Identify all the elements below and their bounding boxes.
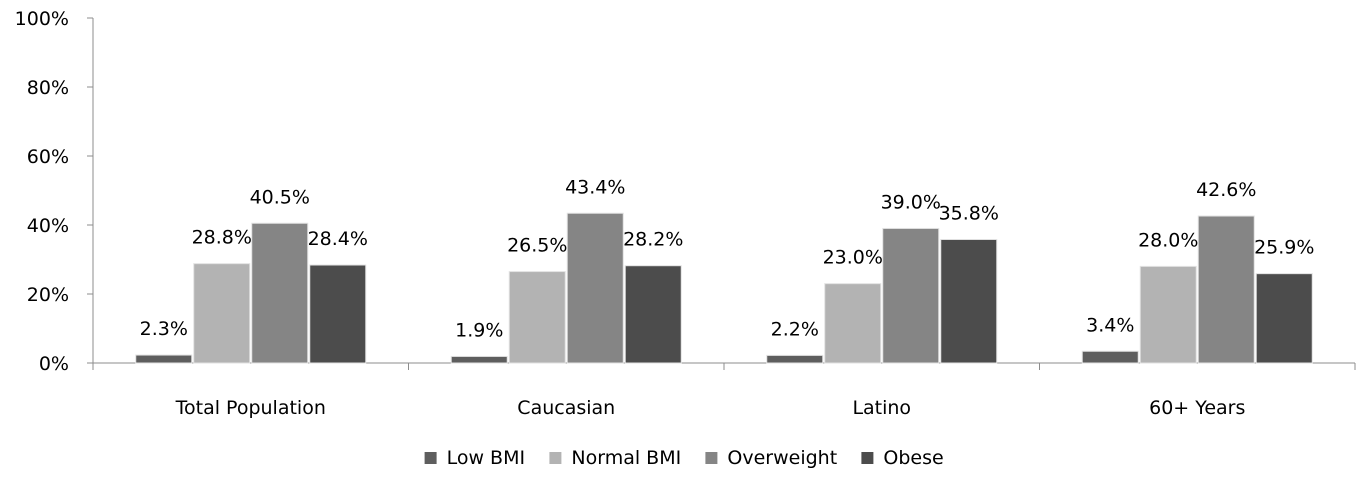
category-label-latino: Latino bbox=[852, 397, 911, 419]
bar-normal-bmi-total-population bbox=[193, 263, 251, 364]
bar-overweight-total-population bbox=[251, 222, 309, 364]
y-tick-label: 20% bbox=[27, 284, 69, 306]
data-label-overweight-total-population: 40.5% bbox=[250, 186, 310, 208]
legend-swatch-overweight bbox=[705, 452, 718, 464]
category-label-60-years: 60+ Years bbox=[1149, 397, 1245, 419]
data-label-obese-60-years: 25.9% bbox=[1254, 237, 1314, 259]
bar-low-bmi-total-population bbox=[135, 354, 193, 364]
y-tick-label: 100% bbox=[15, 8, 69, 30]
data-labels: 2.3% 28.8% 40.5% 28.4% 1.9% 26.5% 43.4% 28.2% 2.… bbox=[140, 176, 1315, 341]
bars bbox=[135, 212, 1313, 364]
bar-low-bmi-latino bbox=[766, 354, 824, 364]
bar-obese-60-years bbox=[1255, 273, 1313, 364]
axes: 0% 20% 40% 60% 80% 100% Total Population Caucas… bbox=[15, 8, 1356, 419]
bar-normal-bmi-60-years bbox=[1139, 265, 1197, 364]
bar-overweight-60-years bbox=[1197, 215, 1255, 364]
legend: Low BMI Normal BMI Overweight Obese bbox=[424, 447, 944, 469]
bar-normal-bmi-caucasian bbox=[508, 271, 566, 364]
legend-label-normal-bmi: Normal BMI bbox=[571, 447, 681, 469]
data-label-normal-bmi-latino: 23.0% bbox=[823, 247, 883, 269]
data-label-low-bmi-total-population: 2.3% bbox=[140, 318, 188, 340]
legend-swatch-obese bbox=[861, 452, 874, 464]
category-label-caucasian: Caucasian bbox=[517, 397, 615, 419]
data-label-low-bmi-latino: 2.2% bbox=[771, 318, 819, 340]
y-tick-label: 0% bbox=[39, 353, 69, 375]
legend-item-low-bmi: Low BMI bbox=[424, 447, 525, 469]
legend-item-overweight: Overweight bbox=[705, 447, 837, 469]
data-label-overweight-caucasian: 43.4% bbox=[565, 176, 625, 198]
bar-normal-bmi-latino bbox=[824, 283, 882, 364]
legend-item-normal-bmi: Normal BMI bbox=[549, 447, 681, 469]
legend-swatch-low-bmi bbox=[424, 452, 437, 464]
data-label-normal-bmi-total-population: 28.8% bbox=[192, 227, 252, 249]
data-label-overweight-60-years: 42.6% bbox=[1196, 179, 1256, 201]
bar-low-bmi-60-years bbox=[1081, 350, 1139, 364]
y-tick-label: 40% bbox=[27, 215, 69, 237]
data-label-normal-bmi-60-years: 28.0% bbox=[1138, 229, 1198, 251]
data-label-normal-bmi-caucasian: 26.5% bbox=[507, 235, 567, 257]
legend-item-obese: Obese bbox=[861, 447, 944, 469]
bar-obese-latino bbox=[940, 238, 998, 364]
bar-low-bmi-caucasian bbox=[450, 355, 508, 364]
data-label-overweight-latino: 39.0% bbox=[881, 191, 941, 213]
y-tick-label: 60% bbox=[27, 146, 69, 168]
legend-label-low-bmi: Low BMI bbox=[447, 447, 525, 469]
y-tick-label: 80% bbox=[27, 77, 69, 99]
bar-obese-caucasian bbox=[624, 265, 682, 364]
category-label-total-population: Total Population bbox=[175, 397, 326, 419]
data-label-low-bmi-caucasian: 1.9% bbox=[455, 319, 503, 341]
data-label-obese-total-population: 28.4% bbox=[308, 228, 368, 250]
data-label-obese-latino: 35.8% bbox=[939, 202, 999, 224]
legend-label-obese: Obese bbox=[883, 447, 943, 469]
legend-label-overweight: Overweight bbox=[727, 447, 837, 469]
bar-obese-total-population bbox=[309, 264, 367, 364]
data-label-obese-caucasian: 28.2% bbox=[623, 229, 683, 251]
data-label-low-bmi-60-years: 3.4% bbox=[1086, 314, 1134, 336]
legend-swatch-normal-bmi bbox=[549, 452, 562, 464]
bar-overweight-latino bbox=[882, 227, 940, 364]
bar-overweight-caucasian bbox=[566, 212, 624, 364]
